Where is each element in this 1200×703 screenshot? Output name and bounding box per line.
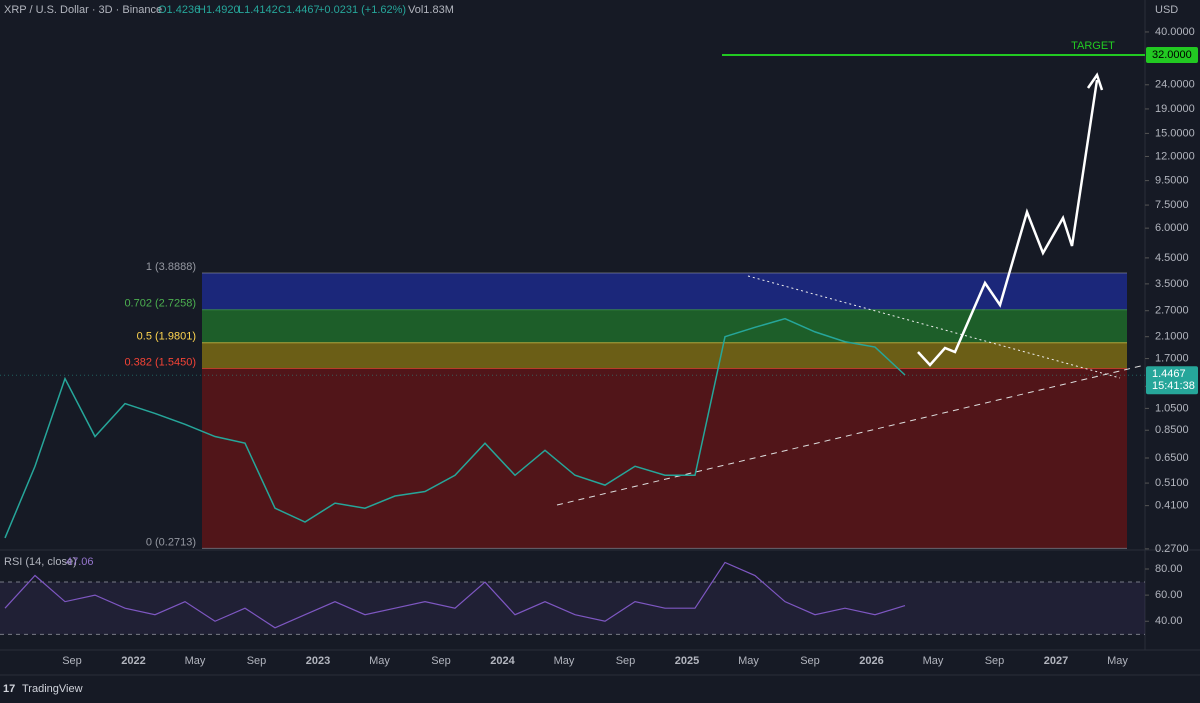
y-tick-label: 24.0000 — [1155, 79, 1195, 91]
fib-label: 0.382 (1.5450) — [124, 356, 196, 368]
y-tick-label: 2.7000 — [1155, 305, 1189, 317]
y-tick-label: 4.5000 — [1155, 252, 1189, 264]
ohlc-value: H1.4920 — [198, 4, 240, 16]
ohlc-value: L1.4142 — [238, 4, 278, 16]
rsi-tick-label: 40.00 — [1155, 615, 1183, 627]
target-price-label: 32.0000 — [1152, 49, 1192, 61]
x-tick-label: May — [923, 655, 944, 667]
y-tick-label: 0.5100 — [1155, 477, 1189, 489]
x-tick-label: 2027 — [1044, 655, 1068, 667]
rsi-band — [0, 582, 1145, 635]
y-tick-label: 12.0000 — [1155, 150, 1195, 162]
x-tick-label: May — [1107, 655, 1128, 667]
fib-label: 0.702 (2.7258) — [124, 298, 196, 310]
y-tick-label: 2.1000 — [1155, 331, 1189, 343]
y-tick-label: 0.8500 — [1155, 424, 1189, 436]
y-tick-label: 15.0000 — [1155, 127, 1195, 139]
price-line — [4, 317, 906, 539]
symbol: XRP / U.S. Dollar · 3D · Binance — [4, 4, 162, 16]
fib-zone — [202, 342, 1127, 369]
x-tick-label: Sep — [247, 655, 267, 667]
x-tick-label: May — [369, 655, 390, 667]
x-tick-label: May — [554, 655, 575, 667]
fib-zone — [202, 368, 1127, 549]
fib-label: 0.5 (1.9801) — [137, 331, 196, 343]
x-tick-label: Sep — [616, 655, 636, 667]
rsi-value: 47.06 — [66, 556, 94, 568]
target-price-box — [1146, 47, 1198, 64]
logo: 17 — [3, 683, 15, 695]
countdown: 15:41:38 — [1152, 380, 1195, 392]
target-label: TARGET — [1071, 40, 1115, 52]
x-tick-label: 2025 — [675, 655, 699, 667]
fib-zone — [202, 309, 1127, 343]
x-tick-label: Sep — [62, 655, 82, 667]
x-tick-label: 2024 — [490, 655, 515, 667]
unit: USD — [1155, 4, 1178, 16]
projection-path — [917, 79, 1099, 367]
rsi-tick-label: 60.00 — [1155, 589, 1183, 601]
ohlc-value: C1.4467 — [278, 4, 320, 16]
last-price-label: 1.4467 — [1152, 368, 1186, 380]
ohlc-value: +0.0231 (+1.62%) — [318, 4, 406, 16]
y-tick-label: 0.6500 — [1155, 452, 1189, 464]
fib-label: 0 (0.2713) — [146, 536, 196, 548]
rsi-tick-label: 80.00 — [1155, 563, 1183, 575]
x-tick-label: May — [185, 655, 206, 667]
x-tick-label: 2022 — [121, 655, 145, 667]
volume: Vol1.83M — [408, 4, 454, 16]
y-tick-label: 1.0500 — [1155, 402, 1189, 414]
ohlc-value: O1.4236 — [158, 4, 200, 16]
x-tick-label: 2023 — [306, 655, 330, 667]
x-tick-label: Sep — [985, 655, 1005, 667]
fib-zone — [202, 272, 1127, 310]
resistance-trendline — [747, 275, 1121, 379]
y-tick-label: 0.2700 — [1155, 543, 1189, 555]
projection-arrowhead — [1086, 72, 1104, 91]
x-tick-label: Sep — [431, 655, 451, 667]
y-tick-label: 19.0000 — [1155, 103, 1195, 115]
y-tick-label: 7.5000 — [1155, 199, 1189, 211]
y-tick-label: 40.0000 — [1155, 26, 1195, 38]
fib-label: 1 (3.8888) — [146, 261, 196, 273]
rsi-title: RSI (14, close) — [4, 556, 77, 568]
footer-brand: TradingView — [22, 683, 83, 695]
x-tick-label: Sep — [800, 655, 820, 667]
y-tick-label: 3.5000 — [1155, 278, 1189, 290]
support-trendline — [556, 364, 1146, 506]
x-tick-label: 2026 — [859, 655, 883, 667]
y-tick-label: 0.4100 — [1155, 500, 1189, 512]
y-tick-label: 6.0000 — [1155, 222, 1189, 234]
y-tick-label: 9.5000 — [1155, 175, 1189, 187]
last-price-box — [1146, 366, 1198, 395]
x-tick-label: May — [738, 655, 759, 667]
rsi-line — [4, 561, 906, 629]
y-tick-label: 1.7000 — [1155, 352, 1189, 364]
